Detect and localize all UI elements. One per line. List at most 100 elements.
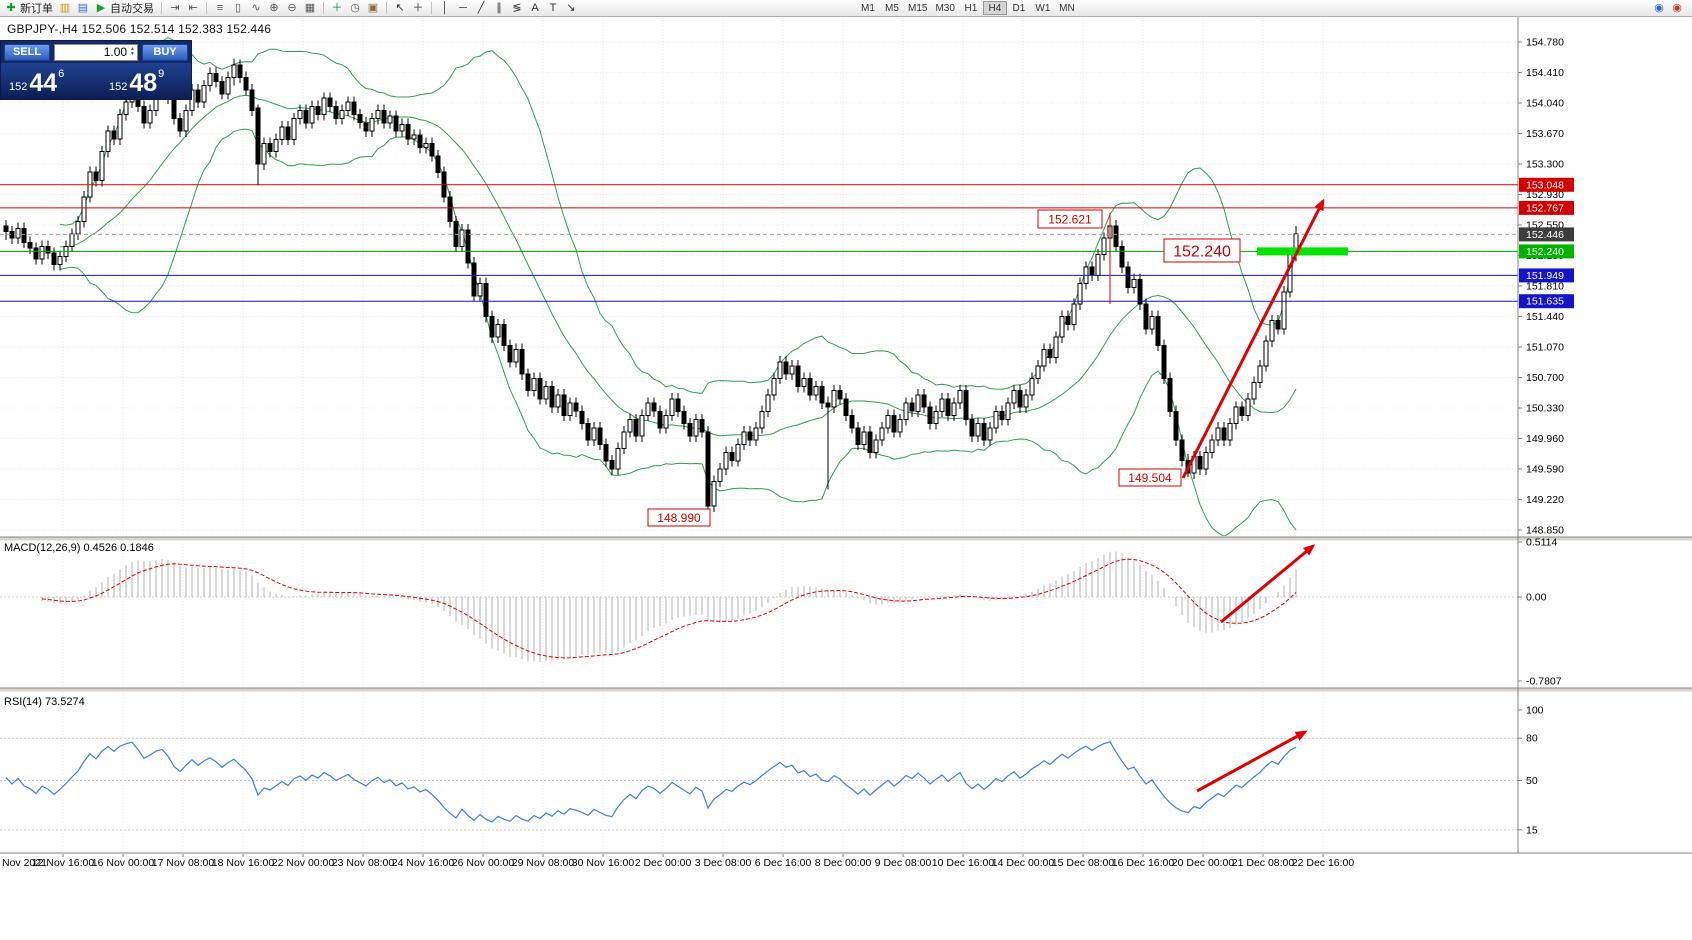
buy-price-sup: 9	[158, 68, 165, 80]
volume-input[interactable]: 1.00 ▲ ▼	[54, 43, 138, 61]
tile-windows-icon[interactable]: ▦	[301, 1, 319, 15]
equidistant-channel-icon[interactable]: ∥	[490, 1, 508, 15]
text-label-icon[interactable]: T	[544, 1, 562, 15]
svg-text:154.040: 154.040	[1526, 98, 1564, 110]
panel-separator[interactable]	[0, 688, 1692, 692]
svg-text:148.990: 148.990	[657, 511, 701, 525]
equidistant-channel-icon: ∥	[496, 2, 502, 14]
toolbar-separator	[386, 2, 387, 14]
toolbar-separator	[431, 2, 432, 14]
vertical-line-icon: │	[441, 2, 449, 14]
toolbar-left-group: ✚ 新订单 ▥ ▤ ▶ 自动交易 ⇥ ⇤ ≡ ▯ ∿ ⊕ ⊖ ▦ ＋ ◷ ▣ ↖ ＋ │ ─ ╱ ∥ ≶ A T ↘	[2, 1, 580, 15]
trend-arrow	[1220, 544, 1316, 624]
timeframe-m30[interactable]: M30	[935, 3, 955, 14]
periods-icon: ◷	[350, 2, 360, 14]
rsi-indicator[interactable]	[0, 737, 1518, 831]
timeframe-h1[interactable]: H1	[964, 3, 978, 14]
timeframe-m1[interactable]: M1	[861, 3, 875, 14]
bar-chart-icon[interactable]: ≡	[211, 1, 229, 15]
panel-separator[interactable]	[0, 537, 1692, 541]
periods-icon[interactable]: ◷	[346, 1, 364, 15]
text-icon[interactable]: A	[526, 1, 544, 15]
volume-value[interactable]: 1.00	[103, 45, 128, 59]
new-order-icon: ✚	[6, 2, 16, 14]
timeframe-m15[interactable]: M15	[908, 3, 928, 14]
timeframe-w1[interactable]: W1	[1035, 3, 1051, 14]
svg-text:17 Nov 08:00: 17 Nov 08:00	[152, 857, 215, 869]
toolbar: ✚ 新订单 ▥ ▤ ▶ 自动交易 ⇥ ⇤ ≡ ▯ ∿ ⊕ ⊖ ▦ ＋ ◷ ▣ ↖ ＋ │ ─ ╱ ∥ ≶ A T ↘ M1 M5 M15…	[0, 0, 1692, 17]
auto-scroll-icon[interactable]: ⇤	[184, 1, 202, 15]
buy-price[interactable]: 152 48 9	[91, 63, 191, 99]
svg-text:152.240: 152.240	[1526, 246, 1564, 258]
templates-icon: ▣	[367, 2, 379, 14]
svg-text:15: 15	[1526, 824, 1538, 836]
price-annotation-box	[1163, 238, 1241, 263]
horizontal-line-icon: ─	[459, 2, 467, 14]
annotations[interactable]: 152.621 152.240 149.504 148.990	[647, 198, 1325, 793]
timeframe-mn[interactable]: MN	[1059, 3, 1075, 14]
horizontal-level-lines[interactable]	[0, 184, 1518, 302]
zoom-out-icon[interactable]: ⊖	[283, 1, 301, 15]
arrows-tool-icon[interactable]: ↘	[562, 1, 580, 15]
navigator-icon[interactable]: ▤	[74, 1, 92, 15]
line-chart-icon[interactable]: ∿	[247, 1, 265, 15]
timeframe-d1[interactable]: D1	[1012, 3, 1026, 14]
notifications-icon[interactable]: ◉	[1668, 1, 1686, 15]
volume-down-icon[interactable]: ▼	[130, 51, 135, 57]
vertical-line-icon[interactable]: │	[436, 1, 454, 15]
svg-text:152.767: 152.767	[1526, 202, 1564, 214]
price-scale[interactable]: 154.780 154.410 154.040 153.670 153.300 152.9…	[1517, 17, 1574, 853]
trendline-icon: ╱	[477, 2, 485, 14]
svg-text:3 Dec 08:00: 3 Dec 08:00	[695, 857, 752, 869]
indicators-icon[interactable]: ＋	[328, 1, 346, 15]
sell-price-prefix: 152	[9, 81, 28, 93]
quote-prices-row: 152 44 6 152 48 9	[1, 63, 191, 99]
timeframe-h4[interactable]: H4	[982, 1, 1007, 15]
buy-price-prefix: 152	[109, 81, 128, 93]
svg-text:151.070: 151.070	[1526, 342, 1564, 354]
cursor-icon[interactable]: ↖	[391, 1, 409, 15]
svg-text:18 Nov 16:00: 18 Nov 16:00	[212, 857, 275, 869]
svg-text:20 Dec 00:00: 20 Dec 00:00	[1172, 857, 1235, 869]
toolbar-separator	[206, 2, 207, 14]
auto-scroll-icon: ⇤	[188, 2, 198, 14]
candlestick-chart-icon[interactable]: ▯	[229, 1, 247, 15]
sell-button[interactable]: SELL	[4, 43, 50, 61]
volume-up-icon[interactable]: ▲	[130, 46, 135, 52]
new-order-button[interactable]: ✚ 新订单	[2, 1, 56, 15]
shift-end-icon[interactable]: ⇥	[166, 1, 184, 15]
horizontal-line-icon[interactable]: ─	[454, 1, 472, 15]
crosshair-icon[interactable]: ＋	[409, 1, 427, 15]
templates-icon[interactable]: ▣	[364, 1, 382, 15]
svg-text:0.5114: 0.5114	[1526, 536, 1557, 548]
buy-button[interactable]: BUY	[142, 43, 188, 61]
svg-text:100: 100	[1526, 705, 1544, 717]
svg-text:149.590: 149.590	[1526, 464, 1564, 476]
svg-text:MACD(12,26,9) 0.4526 0.1846: MACD(12,26,9) 0.4526 0.1846	[4, 542, 154, 554]
fibonacci-icon[interactable]: ≶	[508, 1, 526, 15]
svg-text:151.635: 151.635	[1526, 296, 1564, 308]
line-chart-icon: ∿	[251, 2, 261, 14]
svg-text:6 Dec 16:00: 6 Dec 16:00	[755, 857, 812, 869]
volume-spinner[interactable]: ▲ ▼	[130, 47, 135, 57]
svg-text:10 Dec 16:00: 10 Dec 16:00	[932, 857, 995, 869]
svg-text:30 Nov 16:00: 30 Nov 16:00	[572, 857, 635, 869]
community-icon[interactable]: ◉	[1650, 1, 1668, 15]
autotrade-button[interactable]: ▶ 自动交易	[92, 1, 157, 15]
svg-text:153.048: 153.048	[1526, 179, 1564, 191]
zoom-in-icon[interactable]: ⊕	[265, 1, 283, 15]
trendline-icon[interactable]: ╱	[472, 1, 490, 15]
svg-text:Nov 2021: Nov 2021	[2, 857, 47, 869]
key-level-highlight[interactable]	[1257, 247, 1348, 256]
price-annotation-box	[1037, 209, 1103, 229]
candlestick-chart-icon: ▯	[234, 2, 242, 14]
sell-price[interactable]: 152 44 6	[1, 63, 91, 99]
sell-price-sup: 6	[58, 68, 65, 80]
market-watch-icon[interactable]: ▥	[56, 1, 74, 15]
price-annotation-box	[647, 508, 711, 527]
indicators-icon: ＋	[331, 2, 343, 14]
macd-indicator[interactable]	[0, 551, 1518, 663]
timeframe-m5[interactable]: M5	[885, 3, 899, 14]
